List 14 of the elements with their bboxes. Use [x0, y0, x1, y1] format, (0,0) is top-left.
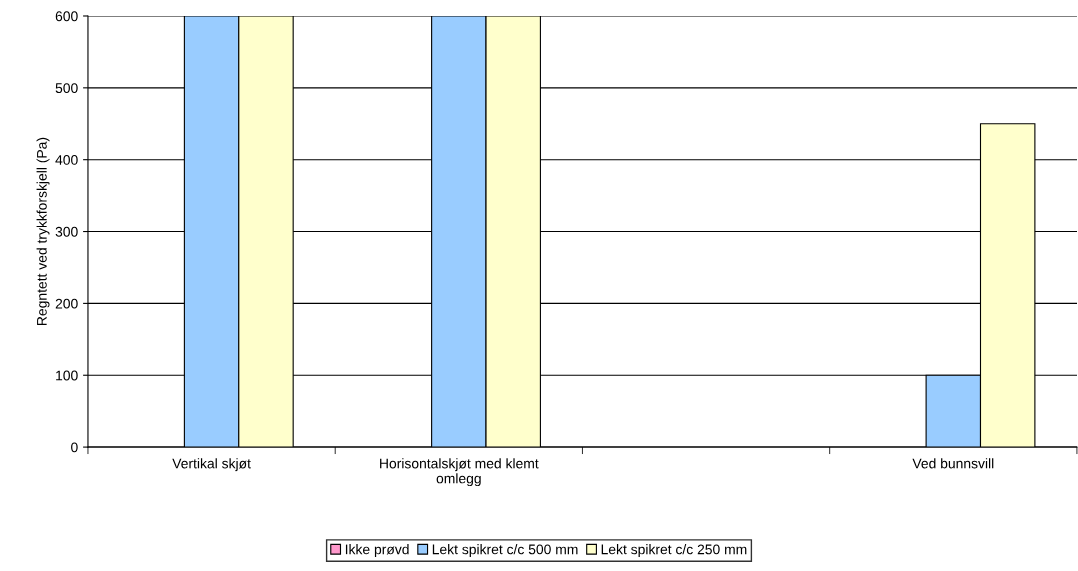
- legend-label: Lekt spikret c/c 500 mm: [432, 544, 578, 558]
- y-tick-label: 200: [55, 298, 78, 309]
- y-tick-label: 600: [55, 11, 78, 22]
- legend-label: Lekt spikret c/c 250 mm: [601, 544, 747, 558]
- y-tick-label: 400: [55, 155, 78, 165]
- y-tick-label: 100: [56, 370, 78, 381]
- y-axis-title: Regntett ved trykkforskjell (Pa): [36, 137, 50, 325]
- y-tick-label: 0: [71, 442, 78, 453]
- legend-label: Ikke prøvd: [345, 544, 409, 558]
- x-tick-label: Ved bunnsvill: [912, 458, 994, 469]
- x-tick-label: Horisontalskjøt med klemt omlegg: [380, 458, 539, 487]
- y-tick-label: 500: [55, 83, 78, 94]
- x-tick-label: Vertikal skjøt: [172, 458, 251, 472]
- y-tick-label: 300: [55, 226, 78, 237]
